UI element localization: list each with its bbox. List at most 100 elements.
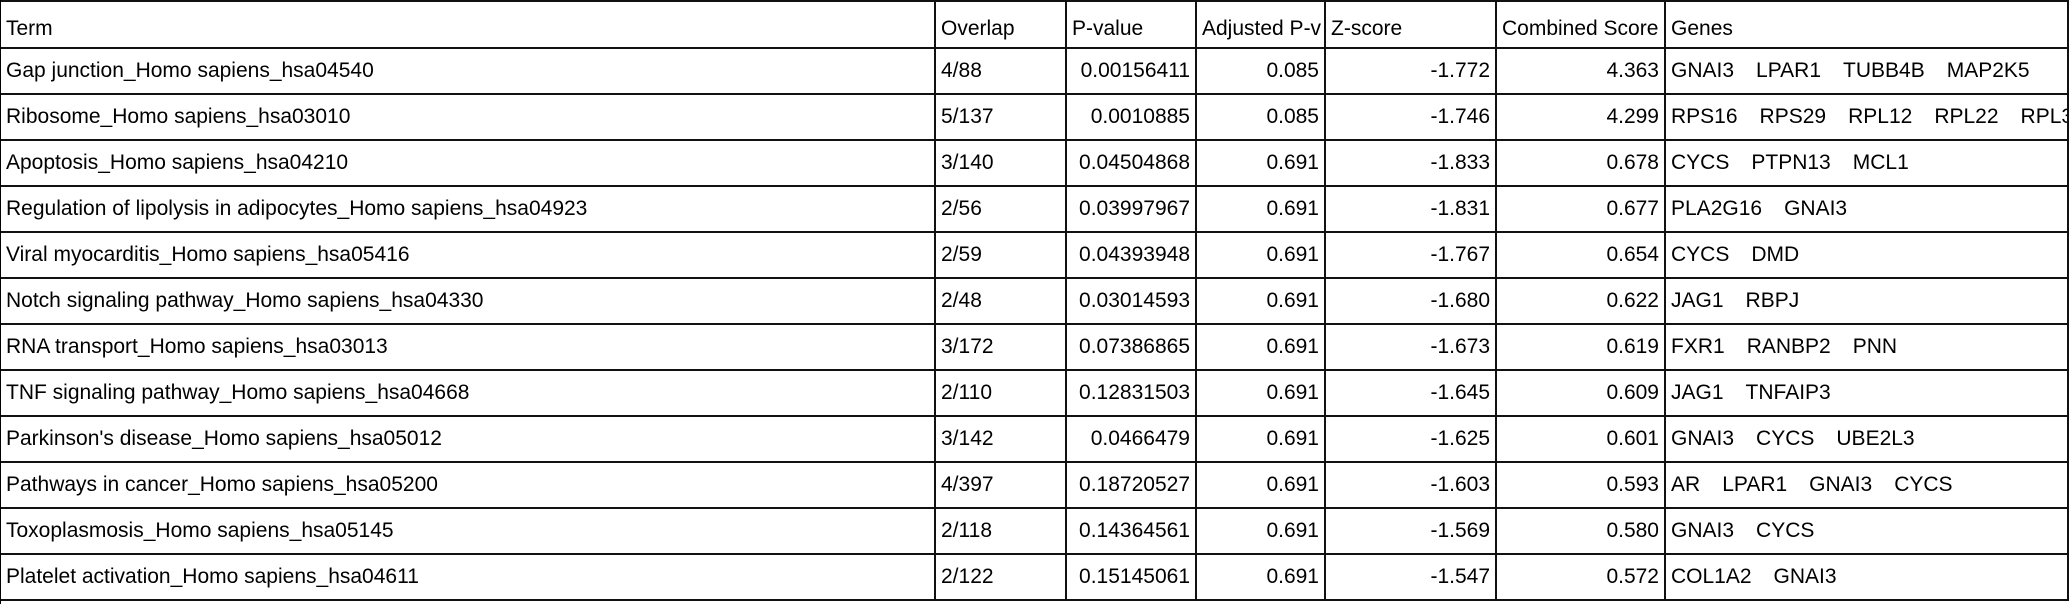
p-value-cell[interactable]: 0.03997967 xyxy=(1066,186,1197,233)
header-cell-overlap[interactable]: Overlap xyxy=(935,0,1067,49)
combined-score-cell[interactable]: 0.654 xyxy=(1496,232,1666,279)
p-value-cell[interactable]: 0.12831503 xyxy=(1066,370,1197,417)
z-score-cell[interactable]: -1.625 xyxy=(1325,416,1497,463)
term-cell[interactable]: Platelet activation_Homo sapiens_hsa0461… xyxy=(1,554,936,601)
header-cell-genes[interactable]: Genes xyxy=(1665,0,2069,49)
adjusted-p-value-cell[interactable]: 0.085 xyxy=(1196,94,1326,141)
overlap-cell[interactable]: 3/142 xyxy=(935,416,1067,463)
overlap-cell[interactable]: 4/397 xyxy=(935,462,1067,509)
adjusted-p-value-cell[interactable]: 0.691 xyxy=(1196,278,1326,325)
adjusted-p-value-cell[interactable]: 0.691 xyxy=(1196,508,1326,555)
p-value-cell[interactable]: 0.0466479 xyxy=(1066,416,1197,463)
adjusted-p-value-cell[interactable]: 0.691 xyxy=(1196,186,1326,233)
table-row: Toxoplasmosis_Homo sapiens_hsa05145 2/118… xyxy=(1,508,2069,555)
adjusted-p-value-cell[interactable]: 0.691 xyxy=(1196,462,1326,509)
overlap-cell[interactable]: 2/59 xyxy=(935,232,1067,279)
header-cell-term[interactable]: Term xyxy=(1,0,936,49)
header-cell-z-score[interactable]: Z-score xyxy=(1325,0,1497,49)
genes-cell[interactable]: COL1A2 GNAI3 xyxy=(1665,554,2069,601)
z-score-cell[interactable]: -1.673 xyxy=(1325,324,1497,371)
term-cell[interactable]: RNA transport_Homo sapiens_hsa03013 xyxy=(1,324,936,371)
adjusted-p-value-cell[interactable]: 0.085 xyxy=(1196,48,1326,95)
overlap-cell[interactable]: 5/137 xyxy=(935,94,1067,141)
z-score-cell[interactable]: -1.746 xyxy=(1325,94,1497,141)
z-score-cell[interactable]: -1.645 xyxy=(1325,370,1497,417)
combined-score-cell[interactable]: 0.677 xyxy=(1496,186,1666,233)
overlap-cell[interactable]: 3/140 xyxy=(935,140,1067,187)
z-score-cell[interactable]: -1.603 xyxy=(1325,462,1497,509)
term-cell[interactable]: TNF signaling pathway_Homo sapiens_hsa04… xyxy=(1,370,936,417)
z-score-cell[interactable]: -1.569 xyxy=(1325,508,1497,555)
header-cell-adjusted-p-value[interactable]: Adjusted P-v xyxy=(1196,0,1326,49)
term-cell[interactable]: Ribosome_Homo sapiens_hsa03010 xyxy=(1,94,936,141)
combined-score-cell[interactable]: 0.580 xyxy=(1496,508,1666,555)
p-value-cell[interactable]: 0.07386865 xyxy=(1066,324,1197,371)
z-score-cell[interactable]: -1.767 xyxy=(1325,232,1497,279)
adjusted-p-value-cell[interactable]: 0.691 xyxy=(1196,140,1326,187)
combined-score-cell[interactable]: 4.299 xyxy=(1496,94,1666,141)
adjusted-p-value-cell[interactable]: 0.691 xyxy=(1196,324,1326,371)
genes-cell[interactable]: GNAI3 CYCS xyxy=(1665,508,2069,555)
genes-cell[interactable]: GNAI3 LPAR1 TUBB4B MAP2K5 xyxy=(1665,48,2069,95)
header-cell-combined-score[interactable]: Combined Score xyxy=(1496,0,1666,49)
p-value-cell[interactable]: 0.03014593 xyxy=(1066,278,1197,325)
combined-score-cell[interactable]: 4.363 xyxy=(1496,48,1666,95)
overlap-cell[interactable]: 2/110 xyxy=(935,370,1067,417)
term-cell[interactable]: Gap junction_Homo sapiens_hsa04540 xyxy=(1,48,936,95)
p-value-cell[interactable]: 0.0010885 xyxy=(1066,94,1197,141)
combined-score-cell[interactable]: 0.593 xyxy=(1496,462,1666,509)
genes-cell[interactable]: FXR1 RANBP2 PNN xyxy=(1665,324,2069,371)
combined-score-cell[interactable]: 0.678 xyxy=(1496,140,1666,187)
term-cell[interactable]: Regulation of lipolysis in adipocytes_Ho… xyxy=(1,186,936,233)
overlap-cell[interactable]: 2/56 xyxy=(935,186,1067,233)
adjusted-p-value-cell[interactable]: 0.691 xyxy=(1196,416,1326,463)
gene-symbol: PLA2G16 xyxy=(1671,197,1763,220)
combined-score-cell[interactable]: 0.572 xyxy=(1496,554,1666,601)
p-value-cell[interactable]: 0.15145061 xyxy=(1066,554,1197,601)
p-value-cell[interactable]: 0.04393948 xyxy=(1066,232,1197,279)
z-score-cell[interactable]: -1.772 xyxy=(1325,48,1497,95)
gene-symbol: COL1A2 xyxy=(1671,565,1752,588)
term-cell[interactable]: Viral myocarditis_Homo sapiens_hsa05416 xyxy=(1,232,936,279)
combined-score-cell[interactable]: 0.622 xyxy=(1496,278,1666,325)
header-cell-p-value[interactable]: P-value xyxy=(1066,0,1197,49)
z-score-cell[interactable]: -1.680 xyxy=(1325,278,1497,325)
gene-symbol: GNAI3 xyxy=(1671,519,1735,542)
adjusted-p-value-cell[interactable]: 0.691 xyxy=(1196,232,1326,279)
p-value-cell[interactable]: 0.04504868 xyxy=(1066,140,1197,187)
overlap-cell[interactable]: 2/118 xyxy=(935,508,1067,555)
genes-cell[interactable]: CYCS DMD xyxy=(1665,232,2069,279)
p-value-cell[interactable]: 0.00156411 xyxy=(1066,48,1197,95)
term-cell[interactable]: Notch signaling pathway_Homo sapiens_hsa… xyxy=(1,278,936,325)
genes-cell[interactable]: JAG1 TNFAIP3 xyxy=(1665,370,2069,417)
combined-score-cell[interactable]: 0.609 xyxy=(1496,370,1666,417)
combined-score-cell[interactable]: 0.601 xyxy=(1496,416,1666,463)
adjusted-p-value-cell[interactable]: 0.691 xyxy=(1196,370,1326,417)
gene-symbol: MCL1 xyxy=(1852,151,1909,174)
term-cell[interactable]: Apoptosis_Homo sapiens_hsa04210 xyxy=(1,140,936,187)
z-score-cell[interactable]: -1.547 xyxy=(1325,554,1497,601)
combined-score-cell[interactable]: 0.619 xyxy=(1496,324,1666,371)
genes-cell[interactable]: JAG1 RBPJ xyxy=(1665,278,2069,325)
term-cell[interactable]: Toxoplasmosis_Homo sapiens_hsa05145 xyxy=(1,508,936,555)
genes-cell[interactable]: CYCS PTPN13 MCL1 xyxy=(1665,140,2069,187)
genes-cell[interactable]: GNAI3 CYCS UBE2L3 xyxy=(1665,416,2069,463)
z-score-cell[interactable]: -1.833 xyxy=(1325,140,1497,187)
term-cell[interactable]: Pathways in cancer_Homo sapiens_hsa05200 xyxy=(1,462,936,509)
genes-cell[interactable]: AR LPAR1 GNAI3 CYCS xyxy=(1665,462,2069,509)
overlap-cell[interactable]: 2/48 xyxy=(935,278,1067,325)
gene-symbol: RPS29 xyxy=(1759,105,1827,128)
overlap-cell[interactable]: 4/88 xyxy=(935,48,1067,95)
p-value-cell[interactable]: 0.18720527 xyxy=(1066,462,1197,509)
gene-symbol: GNAI3 xyxy=(1784,197,1848,220)
genes-cell[interactable]: PLA2G16 GNAI3 xyxy=(1665,186,2069,233)
overlap-cell[interactable]: 2/122 xyxy=(935,554,1067,601)
gene-symbol: PNN xyxy=(1852,335,1898,358)
adjusted-p-value-cell[interactable]: 0.691 xyxy=(1196,554,1326,601)
genes-cell[interactable]: RPS16 RPS29 RPL12 RPL22 RPL35A xyxy=(1665,94,2069,141)
z-score-cell[interactable]: -1.831 xyxy=(1325,186,1497,233)
table-row: TNF signaling pathway_Homo sapiens_hsa04… xyxy=(1,370,2069,417)
term-cell[interactable]: Parkinson's disease_Homo sapiens_hsa0501… xyxy=(1,416,936,463)
overlap-cell[interactable]: 3/172 xyxy=(935,324,1067,371)
p-value-cell[interactable]: 0.14364561 xyxy=(1066,508,1197,555)
